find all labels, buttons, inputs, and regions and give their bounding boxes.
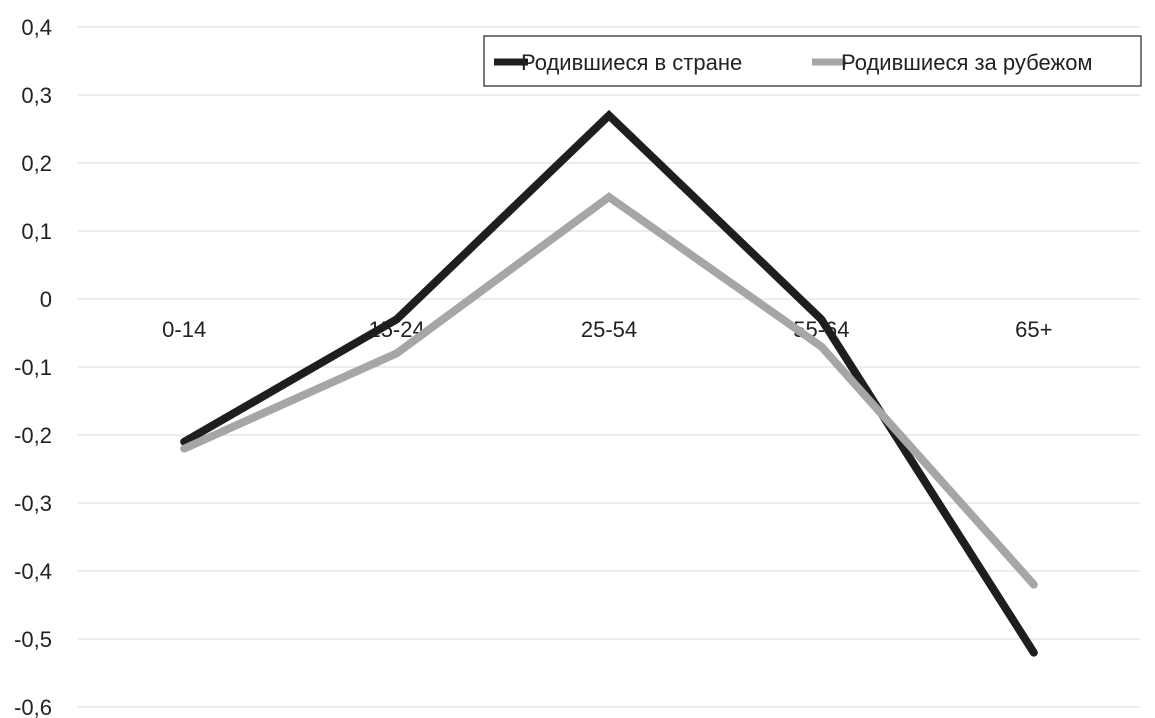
- series-lines: [180, 109, 1038, 657]
- y-tick-label: 0,1: [21, 219, 52, 244]
- data-point: [1032, 651, 1035, 654]
- y-tick-label: 0: [40, 287, 52, 312]
- y-axis-tick-labels: 0,4 0,3 0,2 0,1 0 -0,1 -0,2 -0,3 -0,4 -0,5 -0,6: [14, 15, 52, 718]
- data-point: [608, 196, 610, 198]
- x-axis-category-labels: 0-14 15-24 25-54 55-64 65+: [162, 317, 1052, 342]
- x-category-label: 0-14: [162, 317, 206, 342]
- y-tick-label: 0,2: [21, 151, 52, 176]
- y-tick-label: -0,3: [14, 491, 52, 516]
- data-point: [820, 345, 823, 348]
- y-tick-label: -0,6: [14, 695, 52, 718]
- legend-label-born-abroad: Родившиеся за рубежом: [841, 50, 1093, 75]
- y-tick-label: -0,1: [14, 355, 52, 380]
- data-point: [395, 352, 398, 355]
- y-tick-label: 0,4: [21, 15, 52, 40]
- gridlines: [78, 26, 1140, 708]
- data-point: [820, 318, 823, 321]
- data-point: [183, 447, 186, 450]
- y-tick-label: -0,2: [14, 423, 52, 448]
- x-category-label: 25-54: [581, 317, 637, 342]
- y-tick-label: -0,5: [14, 627, 52, 652]
- data-point: [183, 440, 186, 443]
- data-point: [608, 114, 610, 117]
- data-point: [1032, 583, 1035, 586]
- series-line-born-abroad: [180, 192, 1038, 589]
- y-tick-label: 0,3: [21, 83, 52, 108]
- legend-label-born-in-country: Родившиеся в стране: [521, 50, 742, 75]
- legend: Родившиеся в стране Родившиеся за рубежо…: [483, 35, 1142, 87]
- data-point: [395, 318, 398, 321]
- y-tick-label: -0,4: [14, 559, 52, 584]
- x-category-label: 65+: [1015, 317, 1052, 342]
